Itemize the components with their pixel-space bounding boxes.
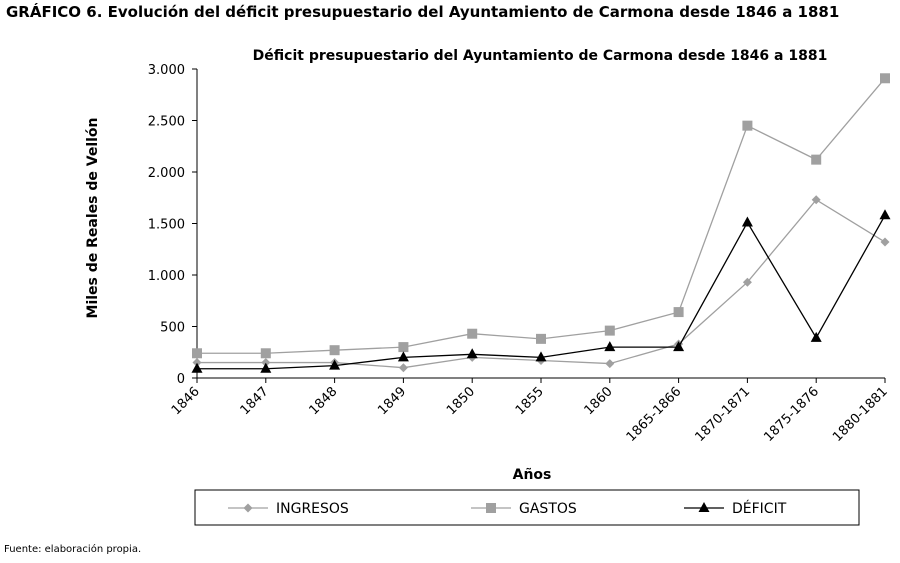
source-note: Fuente: elaboración propia.: [4, 544, 142, 555]
y-tick-label: 2.500: [148, 115, 185, 130]
data-point-gastos: [811, 154, 822, 165]
x-tick-label: 1848: [306, 384, 340, 418]
axes: 0 500 1.000 1.500 2.000 2.500 3.000 1846 1847 184…: [148, 63, 891, 445]
x-tick-label: 1855: [513, 384, 547, 418]
data-point-gastos: [673, 307, 684, 318]
legend-marker: [486, 503, 496, 513]
y-tick-label: 1.000: [148, 269, 185, 284]
data-point-gastos: [536, 333, 546, 344]
y-tick-label: 1.500: [148, 218, 185, 233]
y-tick-label: 0: [177, 372, 185, 387]
data-point-deficit: [466, 348, 478, 359]
data-point-gastos: [192, 348, 202, 359]
data-point-gastos: [467, 328, 478, 339]
x-tick-label: 1846: [169, 384, 203, 418]
data-point-gastos: [398, 342, 409, 353]
data-point-deficit: [397, 351, 409, 362]
data-point-ingresos: [605, 359, 615, 369]
data-point-deficit: [535, 351, 547, 362]
data-point-ingresos: [811, 195, 821, 205]
figure-caption: GRÁFICO 6. Evolución del déficit presupu…: [6, 3, 840, 21]
data-point-deficit: [879, 209, 891, 220]
data-point-gastos: [604, 325, 615, 336]
series-gastos: [192, 73, 890, 359]
x-tick-label: 1849: [375, 384, 409, 418]
data-point-deficit: [604, 341, 616, 352]
data-point-ingresos: [742, 277, 752, 287]
series-line-deficit: [197, 214, 886, 370]
x-tick-label: 1850: [444, 384, 478, 418]
chart-title: Déficit presupuestario del Ayuntamiento …: [253, 48, 828, 64]
x-tick-label: 1860: [582, 384, 616, 418]
legend-item-gastos: GASTOS: [471, 501, 577, 517]
data-point-ingresos: [880, 237, 890, 247]
legend-label: DÉFICIT: [732, 500, 787, 517]
data-point-ingresos: [398, 363, 408, 373]
series-ingresos: [192, 195, 890, 373]
legend-item-ingresos: INGRESOS: [228, 501, 349, 517]
y-tick-label: 3.000: [148, 63, 185, 78]
legend-item-deficit: DÉFICIT: [684, 500, 787, 517]
data-point-deficit: [741, 216, 753, 227]
x-tick-label: 1880-1881: [830, 384, 891, 445]
data-point-deficit: [810, 331, 822, 342]
data-point-deficit: [191, 362, 203, 373]
data-point-ingresos: [192, 358, 202, 368]
data-point-ingresos: [261, 358, 271, 368]
y-axis-title: Miles de Reales de Vellón: [85, 118, 101, 319]
series-layer: [191, 73, 891, 373]
data-point-gastos: [742, 120, 753, 131]
y-tick-label: 2.000: [148, 166, 185, 181]
legend-label: INGRESOS: [276, 501, 349, 517]
legend-marker: [698, 502, 710, 512]
x-axis-title: Años: [513, 467, 552, 483]
data-point-deficit: [260, 362, 272, 373]
series-deficit: [191, 209, 891, 373]
legend-box: [194, 489, 860, 526]
x-tick-label: 1875-1876: [761, 384, 822, 445]
x-tick-label: 1870-1871: [693, 384, 754, 445]
x-tick-label: 1847: [238, 384, 272, 418]
legend-marker: [243, 503, 253, 513]
data-point-gastos: [260, 348, 271, 359]
x-tick-label: 1865-1866: [624, 384, 685, 445]
y-tick-label: 500: [160, 321, 185, 336]
data-point-gastos: [329, 345, 340, 356]
data-point-deficit: [673, 341, 685, 352]
data-point-gastos: [880, 73, 890, 84]
legend-label: GASTOS: [519, 501, 577, 517]
legend: INGRESOS GASTOS DÉFICIT: [194, 489, 860, 526]
data-point-deficit: [329, 359, 341, 370]
series-line-gastos: [197, 77, 886, 354]
